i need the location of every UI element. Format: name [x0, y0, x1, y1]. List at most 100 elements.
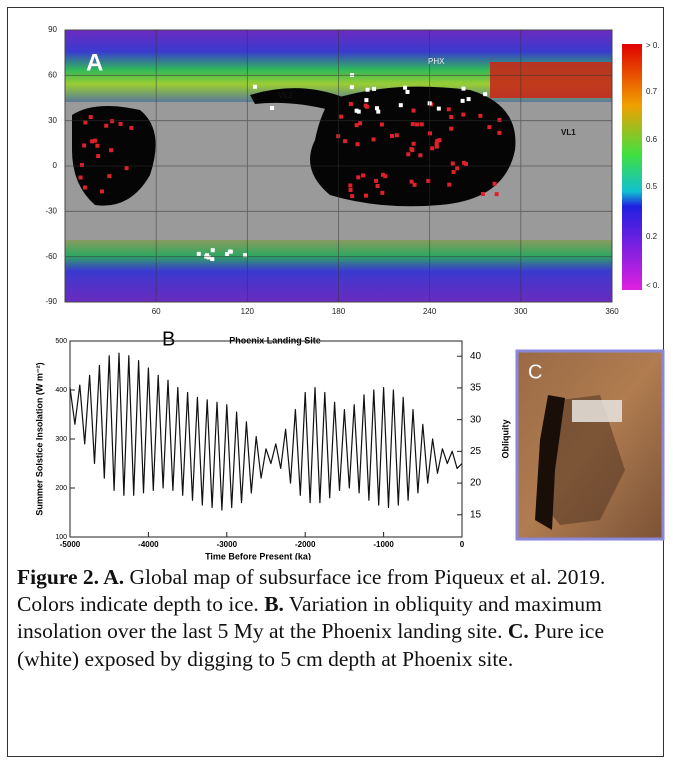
data-line: [69, 352, 463, 511]
panel-b-chart: B Phoenix Landing Site Time Before Prese…: [34, 328, 510, 560]
white-dot: [196, 251, 201, 256]
colorbar-label: < 0.: [646, 281, 660, 290]
white-dot: [206, 255, 211, 260]
red-dot: [383, 174, 388, 179]
white-dot: [405, 89, 410, 94]
map-x-tick-label: 240: [423, 307, 437, 316]
caption-text: B.: [264, 592, 284, 617]
map-y-tick-label: -30: [45, 206, 57, 215]
panel-label: A: [86, 49, 103, 76]
site-label: PHX: [428, 57, 445, 66]
trench: [540, 395, 625, 525]
map-y-tick-label: -60: [45, 252, 57, 261]
red-dots: [78, 73, 502, 262]
y2-tick-label: 30: [470, 414, 482, 425]
red-dot: [348, 187, 353, 192]
white-dot: [372, 86, 377, 91]
red-dot: [380, 172, 385, 177]
red-dot: [363, 103, 368, 108]
y2-tick-label: 35: [470, 383, 482, 394]
trench-shadow: [535, 395, 565, 530]
red-dot: [449, 126, 454, 131]
red-dot: [118, 121, 123, 126]
colorbar-label: 0.2: [646, 232, 658, 241]
red-dot: [419, 122, 424, 127]
red-dot: [437, 138, 442, 143]
red-dot: [339, 114, 344, 119]
red-dot: [390, 133, 395, 138]
red-dot: [409, 147, 414, 152]
red-dot: [350, 194, 355, 199]
red-dot: [348, 183, 353, 188]
red-dot: [78, 175, 83, 180]
red-dot: [455, 166, 460, 171]
red-dot: [412, 182, 417, 187]
white-dot: [398, 103, 403, 108]
y2-axis-label: Obliquity: [500, 420, 510, 459]
red-dot: [430, 146, 435, 151]
red-dot: [90, 139, 95, 144]
white-dot: [210, 257, 215, 262]
red-dot: [363, 193, 368, 198]
red-dot: [394, 133, 399, 138]
x-tick-label: -5000: [60, 540, 81, 549]
red-dot: [109, 148, 114, 153]
red-dot: [361, 173, 366, 178]
red-dot: [356, 175, 361, 180]
map-y-tick-label: 0: [53, 161, 58, 170]
red-dot: [409, 179, 414, 184]
map-x-tick-label: 360: [605, 307, 619, 316]
red-dot: [129, 125, 134, 130]
white-dot: [210, 248, 215, 253]
map-y-tick-label: 30: [48, 116, 57, 125]
red-dot: [92, 138, 97, 143]
x-tick-label: -1000: [373, 540, 394, 549]
red-dot: [358, 121, 363, 126]
ice-patch: [572, 400, 622, 422]
red-dot: [492, 181, 497, 186]
red-dot: [410, 122, 415, 127]
red-dot: [348, 101, 353, 106]
x-tick-label: -2000: [295, 540, 316, 549]
red-dot: [371, 137, 376, 142]
map-x-tick-label: 300: [514, 307, 528, 316]
white-dot: [436, 106, 441, 111]
red-dot: [497, 130, 502, 135]
white-dot: [403, 85, 408, 90]
north-red-zone: [490, 62, 612, 98]
red-dot: [375, 183, 380, 188]
y-tick-label: 200: [55, 485, 67, 492]
colorbar-label: 0.7: [646, 87, 658, 96]
y-axis-label: Summer Solstice Insolation (W m⁻²): [34, 362, 44, 515]
y2-tick-label: 25: [470, 446, 482, 457]
red-dot: [449, 115, 454, 120]
red-dot: [96, 154, 101, 159]
map-y-tick-label: 90: [48, 25, 57, 34]
red-dot: [124, 166, 129, 171]
caption-text: C.: [507, 619, 529, 644]
red-dot: [82, 143, 87, 148]
chart-title: Phoenix Landing Site: [229, 335, 321, 345]
white-dot: [365, 87, 370, 92]
red-dot: [355, 142, 360, 147]
white-dot: [483, 92, 488, 97]
red-dot: [374, 178, 379, 183]
x-tick-label: -4000: [138, 540, 159, 549]
white-dot: [270, 105, 275, 110]
red-dot: [497, 117, 502, 122]
red-dot: [478, 113, 483, 118]
red-dot: [83, 185, 88, 190]
red-dot: [104, 123, 109, 128]
x-axis-label: Time Before Present (ka): [205, 551, 311, 560]
red-dot: [461, 112, 466, 117]
caption-text: Global map of subsurface ice from Piqueu…: [17, 565, 606, 617]
figure: A PHX VL2 VL1 60 120 180 240 300 3609060300-3…: [34, 25, 665, 560]
white-dot: [356, 109, 361, 114]
white-dot: [252, 84, 257, 89]
white-dot: [374, 106, 379, 111]
white-dot: [460, 98, 465, 103]
red-dot: [99, 189, 104, 194]
ice-region: [310, 86, 516, 207]
red-dot: [435, 139, 440, 144]
figure-caption: Figure 2. A. Global map of subsurface ic…: [17, 564, 662, 673]
